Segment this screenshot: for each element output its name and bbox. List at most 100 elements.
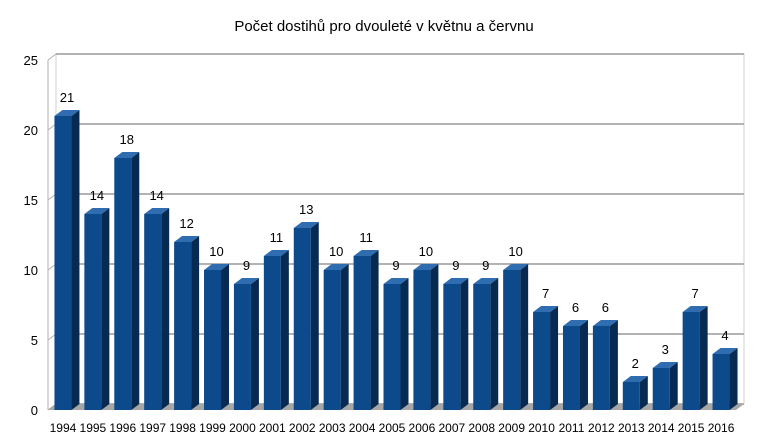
x-tick-label: 2015 — [678, 421, 705, 435]
data-label: 12 — [179, 216, 193, 231]
x-tick-label: 2006 — [409, 421, 436, 435]
bar-top-1997 — [144, 208, 170, 214]
bar-top-1998 — [174, 236, 200, 242]
bar-top-1994 — [54, 110, 80, 116]
data-label: 9 — [243, 258, 250, 273]
bar-top-2015 — [682, 306, 708, 312]
y-tick-label: 15 — [24, 193, 38, 208]
bar-top-2016 — [712, 348, 738, 354]
x-tick-label: 1995 — [80, 421, 107, 435]
bar-side-2000 — [250, 278, 259, 410]
bar-top-2012 — [592, 320, 618, 326]
data-label: 10 — [209, 244, 223, 259]
x-tick-label: 2003 — [319, 421, 346, 435]
bar-1999 — [204, 270, 222, 410]
bar-side-2013 — [639, 376, 648, 410]
bar-side-2012 — [609, 320, 618, 410]
data-label: 6 — [602, 300, 609, 315]
data-label: 4 — [721, 328, 728, 343]
x-tick-label: 2013 — [618, 421, 645, 435]
bar-side-1994 — [71, 110, 80, 410]
bar-side-2008 — [490, 278, 499, 410]
data-label: 7 — [692, 286, 699, 301]
x-tick-label: 1998 — [169, 421, 196, 435]
bar-side-2007 — [460, 278, 469, 410]
bar-side-2003 — [340, 264, 349, 410]
y-tick-label: 20 — [24, 123, 38, 138]
bar-top-2010 — [533, 306, 559, 312]
bar-2001 — [263, 256, 281, 410]
x-tick-label: 2014 — [648, 421, 675, 435]
x-tick-label: 2010 — [528, 421, 555, 435]
data-label: 7 — [542, 286, 549, 301]
y-tick-label: 10 — [24, 263, 38, 278]
bar-top-1999 — [204, 264, 230, 270]
chart-title: Počet dostihů pro dvouleté v květnu a če… — [234, 18, 534, 35]
bar-1997 — [144, 214, 162, 410]
gridline-connector — [47, 53, 57, 61]
x-tick-label: 1994 — [50, 421, 77, 435]
bar-top-2001 — [263, 250, 289, 256]
x-tick-label: 2009 — [498, 421, 525, 435]
bar-2014 — [652, 368, 670, 410]
bar-top-2013 — [622, 376, 648, 382]
x-tick-label: 2016 — [708, 421, 735, 435]
bar-2000 — [233, 284, 251, 410]
bar-1998 — [174, 242, 192, 410]
data-label: 11 — [359, 230, 373, 245]
data-label: 21 — [60, 90, 74, 105]
data-label: 10 — [329, 244, 343, 259]
bar-2003 — [323, 270, 341, 410]
bar-2016 — [712, 354, 730, 410]
bar-1995 — [84, 214, 102, 410]
data-label: 9 — [452, 258, 459, 273]
bar-side-1996 — [131, 152, 140, 410]
bar-2006 — [413, 270, 431, 410]
x-tick-label: 2000 — [229, 421, 256, 435]
bar-2013 — [622, 382, 640, 410]
x-tick-label: 2008 — [468, 421, 495, 435]
bar-side-2001 — [280, 250, 289, 410]
data-label: 10 — [508, 244, 522, 259]
bar-top-2011 — [562, 320, 588, 326]
x-tick-label: 1996 — [109, 421, 136, 435]
bar-top-2007 — [443, 278, 469, 284]
bar-top-2008 — [473, 278, 499, 284]
bar-2012 — [592, 326, 610, 410]
bar-top-2004 — [353, 250, 379, 256]
bar-2009 — [503, 270, 521, 410]
x-tick-label: 2011 — [559, 421, 585, 435]
data-label: 9 — [482, 258, 489, 273]
x-tick-label: 2004 — [349, 421, 376, 435]
x-tick-label: 2012 — [588, 421, 615, 435]
bar-top-2000 — [233, 278, 259, 284]
bar-side-2009 — [520, 264, 529, 410]
data-label: 2 — [632, 356, 639, 371]
bar-top-2014 — [652, 362, 678, 368]
bar-top-2003 — [323, 264, 349, 270]
data-label: 14 — [149, 188, 163, 203]
bar-side-2002 — [310, 222, 319, 410]
data-label: 6 — [572, 300, 579, 315]
bar-top-1996 — [114, 152, 140, 158]
bar-2011 — [562, 326, 580, 410]
bar-side-2014 — [669, 362, 678, 410]
y-tick-label: 5 — [31, 333, 38, 348]
bar-side-1999 — [221, 264, 230, 410]
bar-side-2011 — [579, 320, 588, 410]
data-label: 10 — [419, 244, 433, 259]
bar-top-2006 — [413, 264, 439, 270]
bar-top-2005 — [383, 278, 409, 284]
data-label: 18 — [120, 132, 134, 147]
bar-side-1998 — [191, 236, 200, 410]
data-label: 9 — [392, 258, 399, 273]
bar-top-1995 — [84, 208, 110, 214]
x-tick-label: 1997 — [139, 421, 166, 435]
x-tick-label: 2007 — [438, 421, 465, 435]
x-tick-label: 2002 — [289, 421, 316, 435]
bar-2015 — [682, 312, 700, 410]
y-tick-label: 25 — [24, 53, 38, 68]
x-tick-label: 2005 — [379, 421, 406, 435]
